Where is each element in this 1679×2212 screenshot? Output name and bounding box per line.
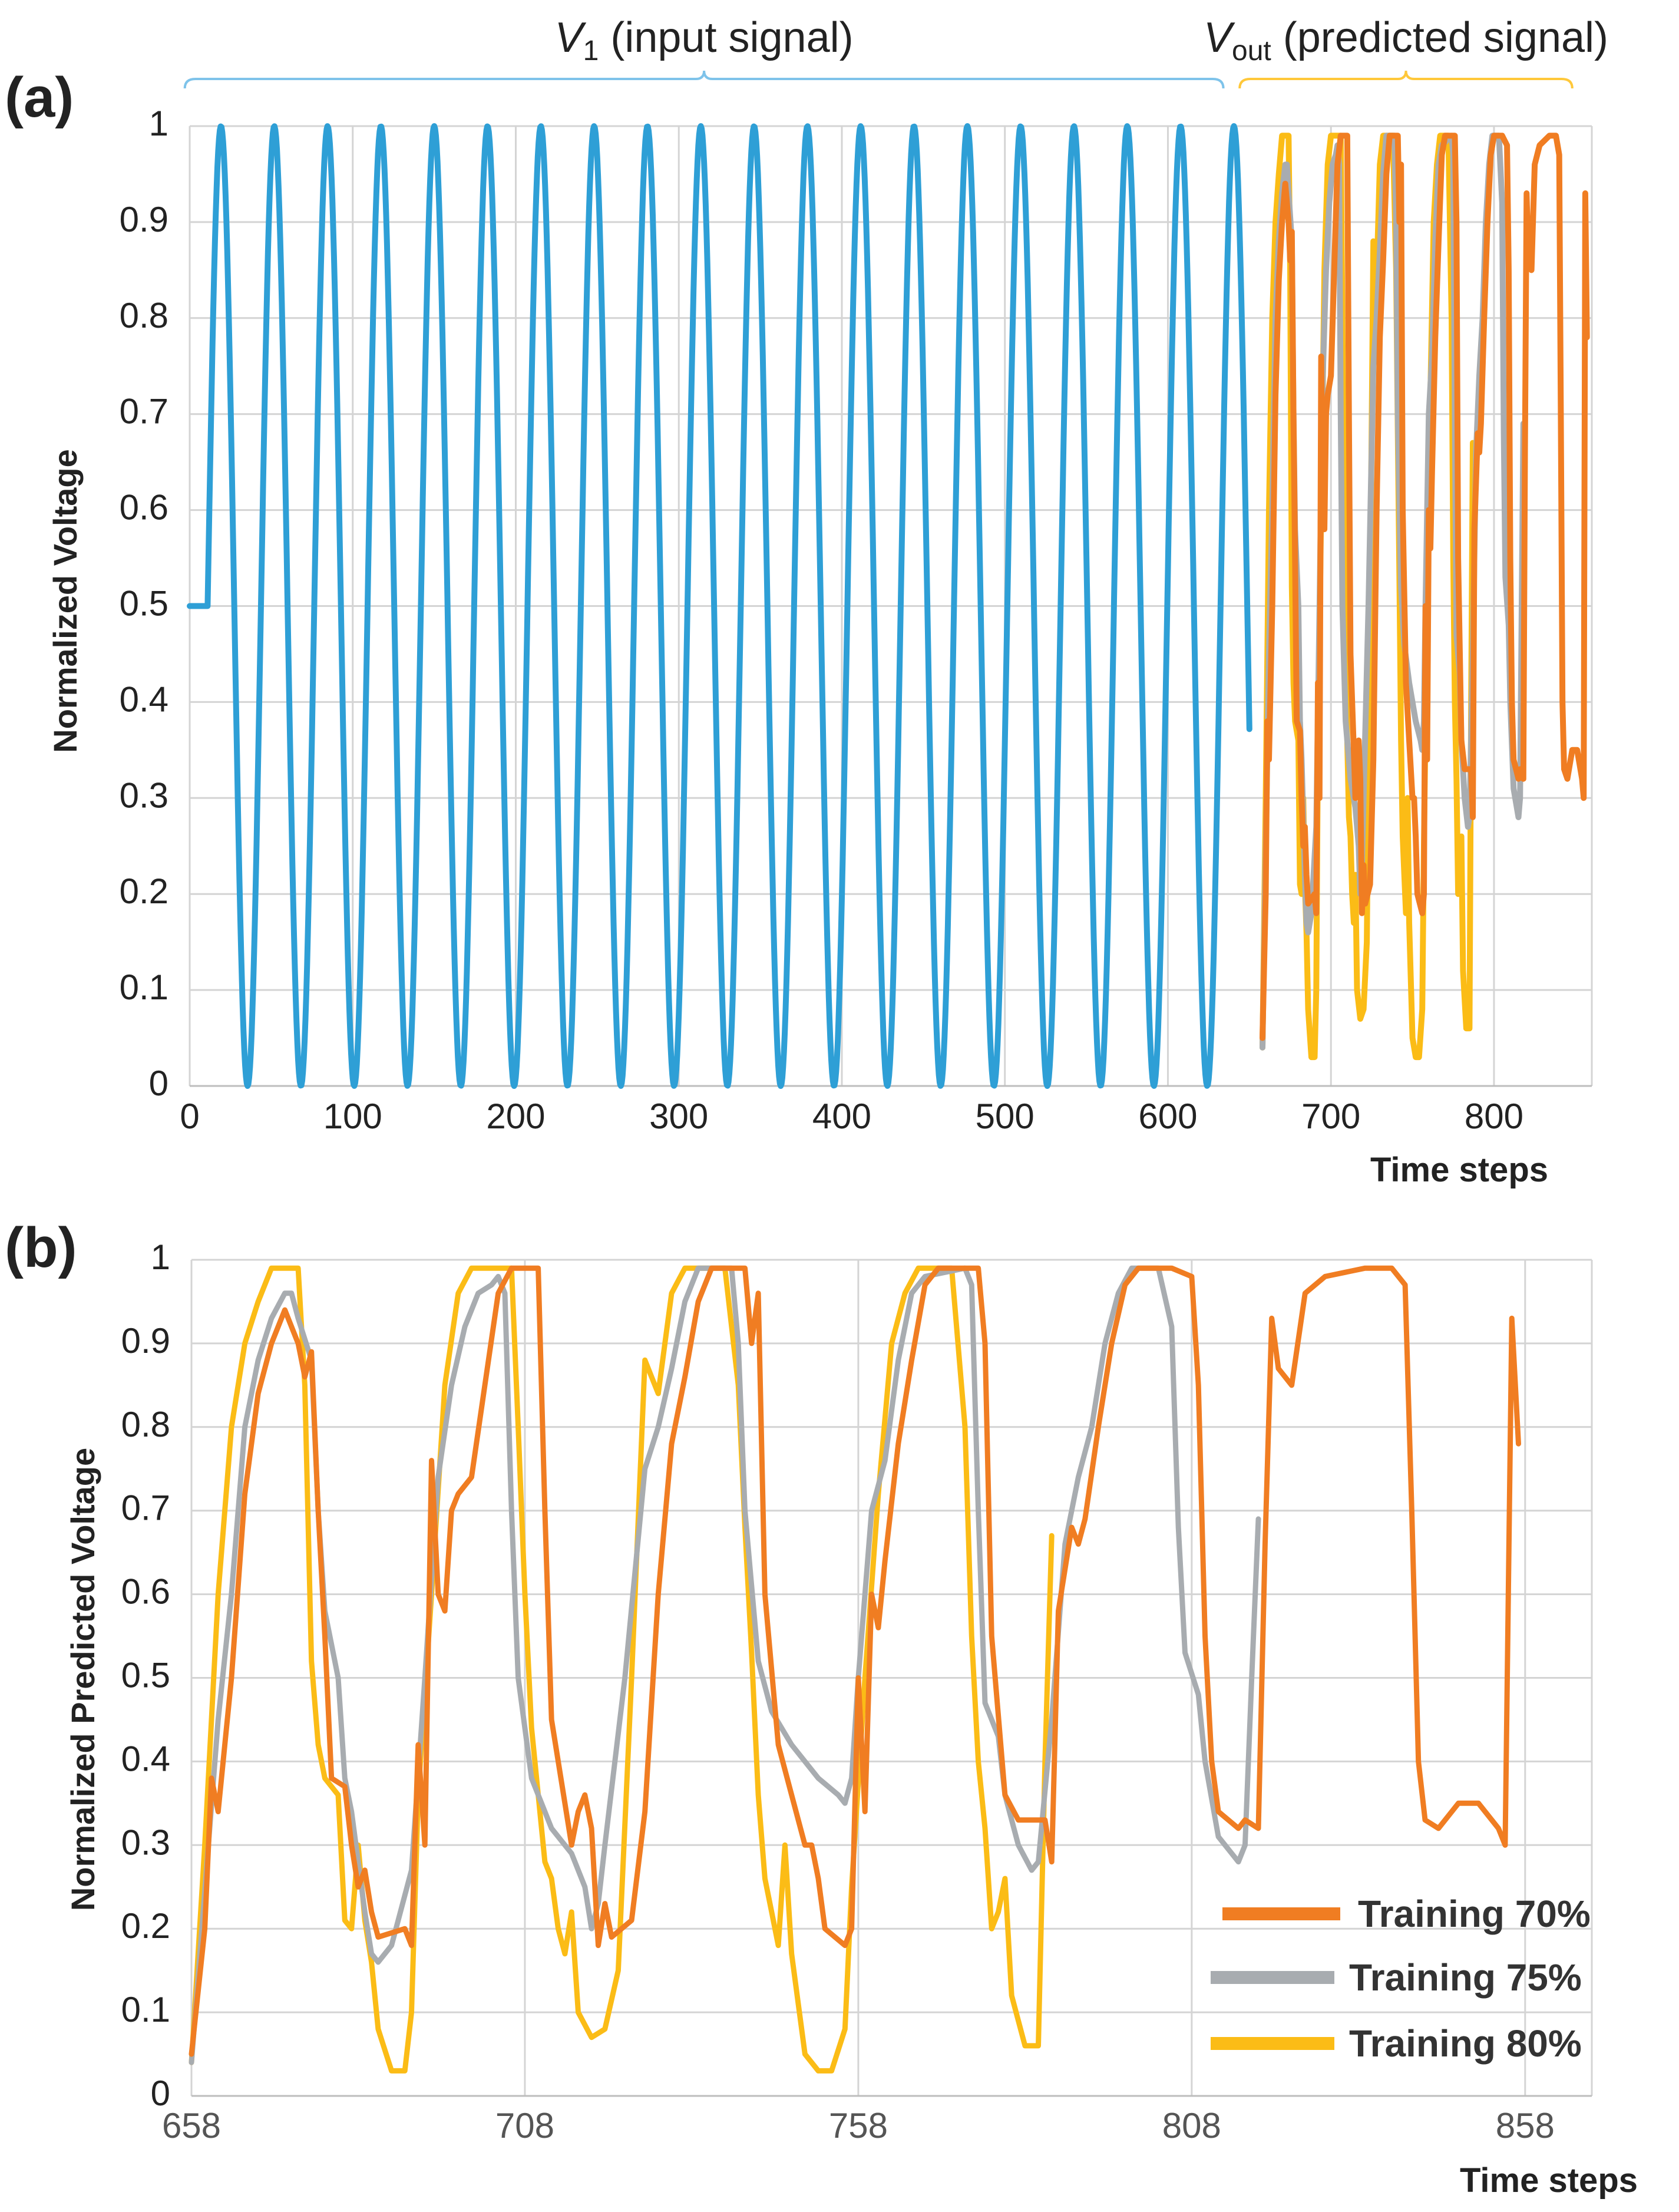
x-tick-label: 100 <box>323 1097 382 1136</box>
y-tick-label: 0.4 <box>120 679 168 719</box>
legend-label-training-80: Training 80% <box>1349 2022 1582 2065</box>
panel-a-x-tick-labels: 0 100 200 300 400 500 600 700 800 <box>180 1097 1523 1136</box>
panel-a-y-axis-label: Normalized Voltage <box>47 449 84 753</box>
x-tick-label: 708 <box>495 2106 554 2145</box>
input-text: (input signal) <box>599 14 853 61</box>
x-tick-label: 600 <box>1138 1097 1197 1136</box>
y-tick-label: 1 <box>149 104 168 143</box>
y-tick-label: 0.9 <box>120 200 168 239</box>
x-tick-label: 700 <box>1301 1097 1360 1136</box>
predicted-var: V <box>1204 14 1235 61</box>
predicted-signal-annotation: Vout (predicted signal) <box>1204 14 1608 67</box>
y-tick-label: 0.9 <box>121 1321 170 1361</box>
series-training-70- <box>1260 133 1590 1041</box>
panel-b-x-axis-label: Time steps <box>1460 2161 1638 2200</box>
x-tick-label: 758 <box>829 2106 888 2145</box>
panel-b-label: (b) <box>5 1216 77 1279</box>
series-training-75- <box>189 1265 1261 2065</box>
x-tick-label: 0 <box>180 1097 199 1136</box>
panel-a: (a) V1 (input signal) Vout (predicted si… <box>5 14 1608 1189</box>
input-signal-annotation: V1 (input signal) <box>555 14 854 67</box>
y-tick-label: 0.6 <box>120 488 168 527</box>
x-tick-label: 858 <box>1496 2106 1555 2145</box>
x-tick-label: 658 <box>162 2106 221 2145</box>
x-tick-label: 800 <box>1465 1097 1523 1136</box>
y-tick-label: 0.1 <box>121 1990 170 2029</box>
input-signal-brace <box>183 70 1225 89</box>
y-tick-label: 0.1 <box>120 968 168 1007</box>
panel-b-y-tick-labels: 0 0.1 0.2 0.3 0.4 0.5 0.6 0.7 0.8 0.9 1 <box>121 1237 170 2113</box>
panel-b-x-tick-labels: 658 708 758 808 858 <box>162 2106 1555 2145</box>
predicted-subscript: out <box>1232 35 1271 67</box>
y-tick-label: 0.6 <box>121 1572 170 1612</box>
predicted-signal-brace <box>1238 70 1574 89</box>
panel-b-y-axis-label: Normalized Predicted Voltage <box>64 1448 101 1911</box>
y-tick-label: 0.8 <box>121 1405 170 1444</box>
panel-b-series <box>189 1265 1521 2074</box>
y-tick-label: 1 <box>151 1237 170 1277</box>
x-tick-label: 808 <box>1162 2106 1221 2145</box>
legend-label-training-75: Training 75% <box>1349 1956 1582 1999</box>
input-var: V <box>555 14 587 61</box>
y-tick-label: 0.7 <box>120 392 168 431</box>
y-tick-label: 0.8 <box>120 296 168 335</box>
panel-a-x-axis-label: Time steps <box>1370 1151 1548 1189</box>
panel-a-label: (a) <box>5 66 74 129</box>
x-tick-label: 400 <box>812 1097 871 1136</box>
series-training-80- <box>189 1265 1055 2074</box>
input-subscript: 1 <box>583 35 599 67</box>
predicted-text: (predicted signal) <box>1271 14 1608 61</box>
y-tick-label: 0.2 <box>120 871 168 911</box>
y-tick-label: 0.5 <box>121 1656 170 1695</box>
y-tick-label: 0.7 <box>121 1488 170 1528</box>
y-tick-label: 0.3 <box>120 775 168 815</box>
y-tick-label: 0.5 <box>120 584 168 623</box>
legend: Training 70% Training 75% Training 80% <box>1211 1893 1591 2065</box>
x-tick-label: 500 <box>976 1097 1034 1136</box>
x-tick-label: 200 <box>486 1097 545 1136</box>
y-tick-label: 0.2 <box>121 1906 170 1946</box>
panel-b: (b) 0 0.1 0.2 0.3 0.4 0.5 0.6 0.7 0.8 0.9 1 658 708… <box>5 1216 1638 2200</box>
series-training-80- <box>1260 133 1476 1061</box>
y-tick-label: 0 <box>149 1064 168 1103</box>
series-v1-input-signal- <box>187 123 1252 1089</box>
y-tick-label: 0 <box>151 2074 170 2113</box>
panel-a-y-tick-labels: 0 0.1 0.2 0.3 0.4 0.5 0.6 0.7 0.8 0.9 1 <box>120 104 168 1103</box>
legend-label-training-70: Training 70% <box>1358 1893 1591 1935</box>
x-tick-label: 300 <box>649 1097 708 1136</box>
panel-a-series <box>187 123 1590 1089</box>
y-tick-label: 0.4 <box>121 1739 170 1778</box>
series-training-70- <box>189 1265 1521 2057</box>
y-tick-label: 0.3 <box>121 1823 170 1862</box>
